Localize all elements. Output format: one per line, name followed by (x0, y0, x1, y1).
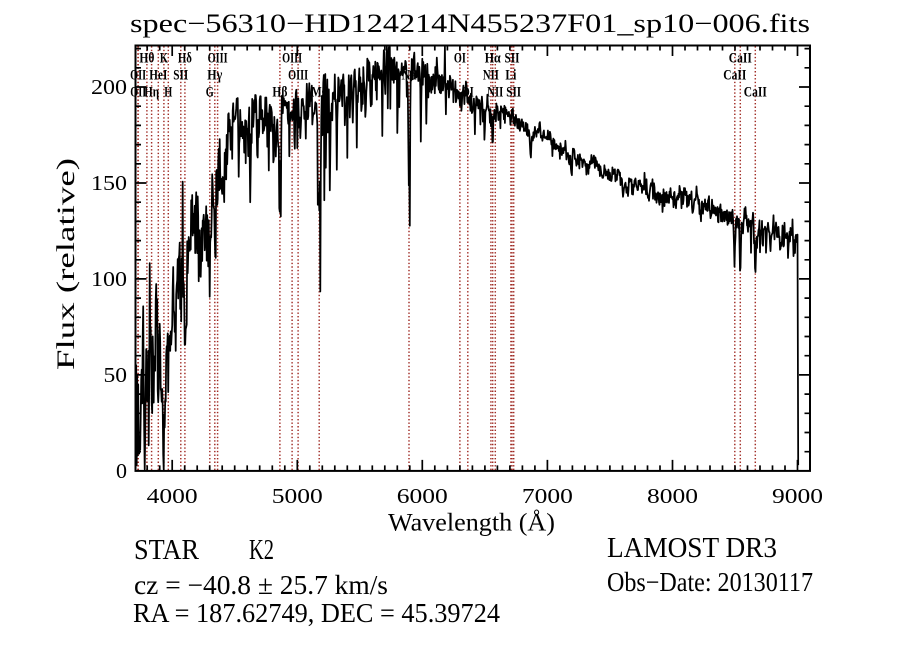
svg-text:Flux (relative): Flux (relative) (53, 158, 80, 370)
svg-text:SII: SII (506, 85, 521, 101)
svg-text:OIII: OIII (208, 51, 228, 67)
svg-text:CaII: CaII (729, 51, 752, 67)
svg-text:0: 0 (116, 459, 127, 483)
svg-text:HeI: HeI (149, 68, 167, 84)
svg-text:5000: 5000 (272, 484, 323, 508)
svg-text:6000: 6000 (397, 484, 448, 508)
svg-text:RA = 187.62749, DEC = 45.3972: RA = 187.62749, DEC = 45.39724 (133, 598, 500, 628)
svg-text:Hγ: Hγ (207, 68, 222, 84)
svg-text:CaII: CaII (744, 85, 767, 101)
svg-text:Obs−Date: 20130117: Obs−Date: 20130117 (607, 567, 813, 597)
svg-text:Hη: Hη (144, 85, 159, 101)
svg-text:spec−56310−HD124214N455237F01_: spec−56310−HD124214N455237F01_sp10−006.f… (130, 9, 810, 38)
svg-text:Hθ: Hθ (139, 51, 154, 67)
svg-text:NII: NII (487, 85, 503, 101)
svg-text:50: 50 (104, 363, 128, 387)
svg-text:OII: OII (130, 68, 146, 84)
svg-text:LAMOST DR3: LAMOST DR3 (607, 532, 777, 564)
svg-text:H: H (164, 85, 172, 101)
svg-text:SII: SII (505, 51, 520, 67)
svg-text:Wavelength (Å): Wavelength (Å) (388, 510, 555, 537)
svg-text:STAR: STAR (134, 534, 200, 566)
svg-text:Li: Li (505, 68, 516, 84)
svg-text:7000: 7000 (522, 484, 573, 508)
svg-text:Hδ: Hδ (178, 51, 192, 67)
svg-text:OI: OI (454, 51, 466, 67)
svg-text:200: 200 (91, 75, 127, 99)
svg-text:NII: NII (483, 68, 499, 84)
svg-text:4000: 4000 (147, 484, 198, 508)
svg-text:9000: 9000 (772, 484, 823, 508)
svg-text:100: 100 (91, 267, 127, 291)
svg-text:cz = −40.8 ± 25.7 km/s: cz = −40.8 ± 25.7 km/s (134, 570, 388, 600)
svg-text:K2: K2 (249, 534, 274, 566)
svg-text:8000: 8000 (647, 484, 698, 508)
svg-text:OII: OII (130, 85, 146, 101)
svg-text:G: G (206, 85, 214, 101)
svg-text:Hα: Hα (485, 51, 501, 67)
svg-text:K: K (160, 51, 168, 67)
svg-text:OIII: OIII (288, 68, 308, 84)
svg-text:Hβ: Hβ (272, 85, 287, 101)
svg-text:SII: SII (173, 68, 188, 84)
svg-text:OIII: OIII (282, 51, 302, 67)
svg-text:150: 150 (91, 171, 127, 195)
svg-text:CaII: CaII (723, 68, 746, 84)
